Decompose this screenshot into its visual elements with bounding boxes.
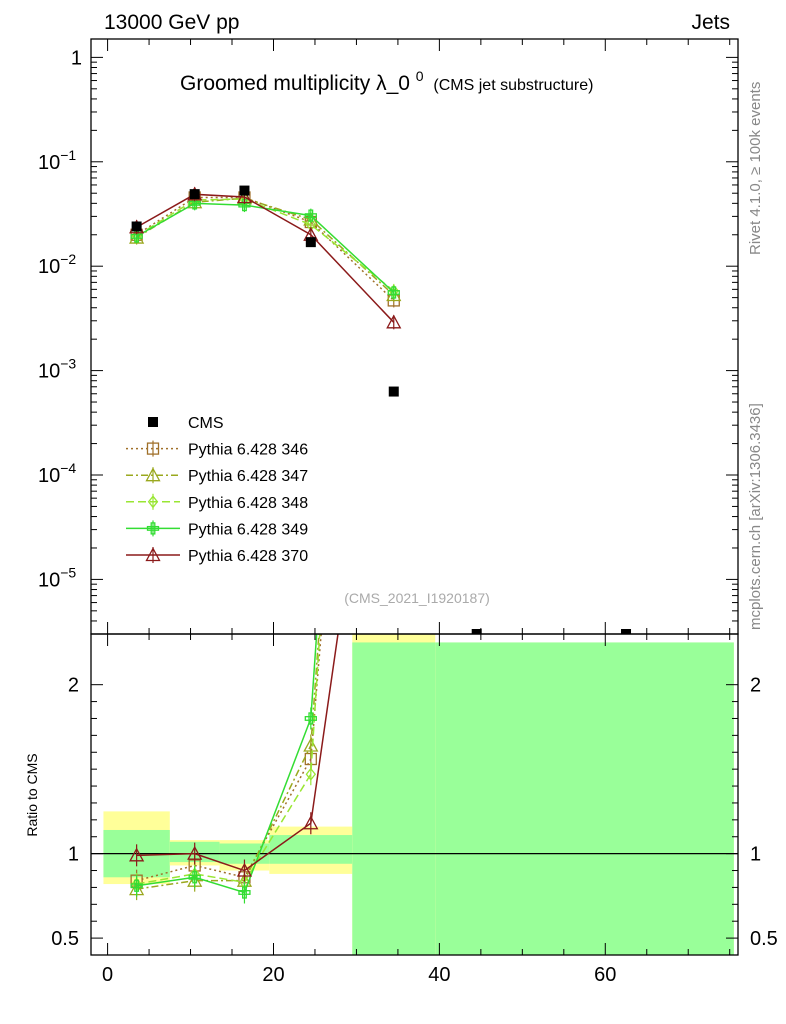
main-marker-3-3 <box>304 209 317 222</box>
legend-label-1: Pythia 6.428 347 <box>188 468 308 485</box>
legend-marker-2 <box>147 495 159 509</box>
ratio-marker-2-3 <box>305 767 317 781</box>
legend-entry-3: Pythia 6.428 349 <box>126 520 308 538</box>
rivet-version-label: Rivet 4.1.0, ≥ 100k events <box>747 82 764 255</box>
chart-title-subtitle: (CMS jet substructure) <box>433 77 593 94</box>
main-marker-4-2 <box>236 189 253 204</box>
legend-label-4: Pythia 6.428 370 <box>188 548 308 565</box>
main-data-points <box>131 185 632 634</box>
axes: 110−110−210−310−410−50.5 0.51 12 20 20 40 60 <box>38 38 778 986</box>
data-point-2 <box>239 185 250 196</box>
ratio-marker-3-0 <box>130 879 143 892</box>
ratio-marker-4-2 <box>236 862 253 877</box>
main-ytick-label-0: 1 <box>71 47 82 69</box>
data-point-1 <box>189 189 200 200</box>
ratio-ytick-label-0: 0.5 <box>51 928 79 950</box>
ratio-ytick-label-2: 2 <box>68 675 79 697</box>
data-point-4 <box>388 386 399 397</box>
ratio-marker-4-0 <box>129 847 145 862</box>
main-ytick-label-5: 10−5 <box>38 564 76 591</box>
ratio-frame <box>90 633 739 956</box>
ratio-bands <box>91 634 738 955</box>
legend-marker-0 <box>146 442 160 455</box>
legend-marker-4 <box>145 547 161 562</box>
main-ytick-label-1: 10−1 <box>38 147 76 174</box>
header-jets-label: Jets <box>691 11 730 34</box>
legend-marker-3 <box>146 522 160 535</box>
ratio-ytick-label-right-0: 0.5 <box>750 928 778 950</box>
ratio-series <box>129 634 339 904</box>
main-line-0 <box>136 196 395 301</box>
legend-entry-data: CMS <box>148 415 224 432</box>
main-ytick-label-3: 10−3 <box>38 356 76 383</box>
ratio-band-inner-3 <box>269 835 353 864</box>
ratio-ytick-label-right-2: 2 <box>750 675 761 697</box>
ratio-band-inner-4 <box>352 642 436 955</box>
legend-marker-1 <box>145 467 161 482</box>
main-ytick-label-4: 10−4 <box>38 460 76 487</box>
ratio-marker-4-1 <box>187 845 203 860</box>
legend-entry-1: Pythia 6.428 347 <box>126 467 308 485</box>
legend-entry-0: Pythia 6.428 346 <box>126 440 308 459</box>
ratio-marker-1-3 <box>303 737 319 752</box>
data-point-6 <box>621 629 632 634</box>
legend: CMS Pythia 6.428 346 Pythia 6.428 347 Pythi… <box>126 415 308 565</box>
main-series-3 <box>130 196 400 300</box>
main-line-1 <box>136 197 395 296</box>
chart-title: Groomed multiplicity λ_0 0 (CMS jet subs… <box>180 63 593 95</box>
data-point-0 <box>131 221 142 232</box>
data-point-5 <box>471 629 482 634</box>
ratio-ylabel: Ratio to CMS <box>24 753 40 836</box>
ratio-marker-3-1 <box>188 871 201 884</box>
data-point-3 <box>305 237 316 248</box>
ratio-marker-3-3 <box>304 712 317 725</box>
xtick-label-1: 20 <box>262 964 284 986</box>
legend-entry-4: Pythia 6.428 370 <box>126 547 308 565</box>
ratio-ytick-label-right-1: 1 <box>750 844 761 866</box>
xtick-label-3: 60 <box>594 964 616 986</box>
main-series <box>129 185 632 634</box>
ratio-marker-4-3 <box>303 815 319 830</box>
ratio-series-3 <box>130 634 318 904</box>
legend-entry-2: Pythia 6.428 348 <box>126 493 308 512</box>
mcplots-label: mcplots.cern.ch [arXiv:1306.3436] <box>747 403 764 630</box>
legend-label-2: Pythia 6.428 348 <box>188 495 308 512</box>
watermark-label: (CMS_2021_I1920187) <box>344 590 490 606</box>
main-line-3 <box>136 202 395 294</box>
ratio-marker-3-2 <box>238 886 251 899</box>
header-energy-label: 13000 GeV pp <box>104 11 239 34</box>
legend-marker-data <box>148 417 158 427</box>
ratio-ytick-label-1: 1 <box>68 844 79 866</box>
xtick-label-0: 0 <box>102 964 113 986</box>
legend-label-data: CMS <box>188 415 224 432</box>
ratio-band-inner-5 <box>435 642 734 955</box>
chart-title-main: Groomed multiplicity <box>180 72 371 95</box>
legend-label-3: Pythia 6.428 349 <box>188 521 308 538</box>
main-marker-3-4 <box>387 286 400 299</box>
chart-title-lambda: λ_0 <box>376 72 410 95</box>
ratio-series-4 <box>129 634 339 882</box>
chart-title-superscript: 0 <box>416 68 424 84</box>
main-marker-4-4 <box>386 314 402 329</box>
main-ytick-label-2: 10−2 <box>38 251 76 278</box>
main-series-4 <box>129 186 402 330</box>
main-frame <box>90 38 739 635</box>
legend-label-0: Pythia 6.428 346 <box>188 442 308 459</box>
xtick-label-2: 40 <box>428 964 450 986</box>
main-line-2 <box>136 198 395 292</box>
